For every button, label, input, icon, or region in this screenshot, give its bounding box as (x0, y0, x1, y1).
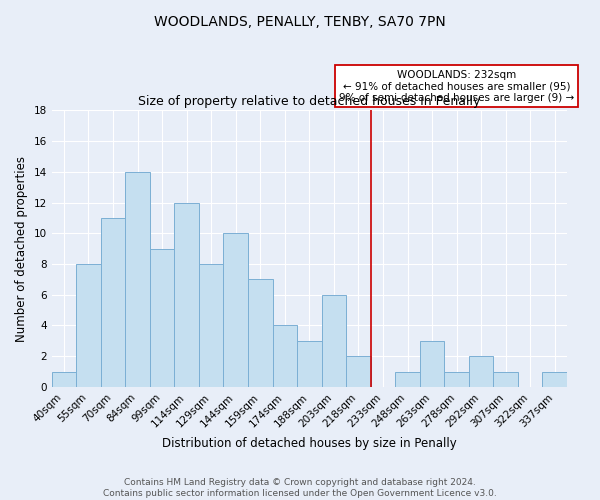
X-axis label: Distribution of detached houses by size in Penally: Distribution of detached houses by size … (162, 437, 457, 450)
Bar (445, 372, 469, 387)
Bar (125, 172, 150, 387)
Bar (322, 295, 346, 387)
Bar (493, 372, 518, 387)
Bar (52, 372, 76, 387)
Text: WOODLANDS, PENALLY, TENBY, SA70 7PN: WOODLANDS, PENALLY, TENBY, SA70 7PN (154, 15, 446, 29)
Bar (272, 326, 297, 387)
Bar (420, 341, 445, 387)
Text: Contains HM Land Registry data © Crown copyright and database right 2024.
Contai: Contains HM Land Registry data © Crown c… (103, 478, 497, 498)
Bar (150, 248, 175, 387)
Bar (346, 356, 371, 387)
Y-axis label: Number of detached properties: Number of detached properties (15, 156, 28, 342)
Bar (469, 356, 493, 387)
Title: Size of property relative to detached houses in Penally: Size of property relative to detached ho… (138, 95, 481, 108)
Bar (297, 341, 322, 387)
Bar (248, 280, 272, 387)
Bar (76, 264, 101, 387)
Text: WOODLANDS: 232sqm
← 91% of detached houses are smaller (95)
9% of semi-detached : WOODLANDS: 232sqm ← 91% of detached hous… (339, 70, 574, 102)
Bar (223, 234, 248, 387)
Bar (395, 372, 420, 387)
Bar (175, 202, 199, 387)
Bar (199, 264, 223, 387)
Bar (542, 372, 567, 387)
Bar (101, 218, 125, 387)
